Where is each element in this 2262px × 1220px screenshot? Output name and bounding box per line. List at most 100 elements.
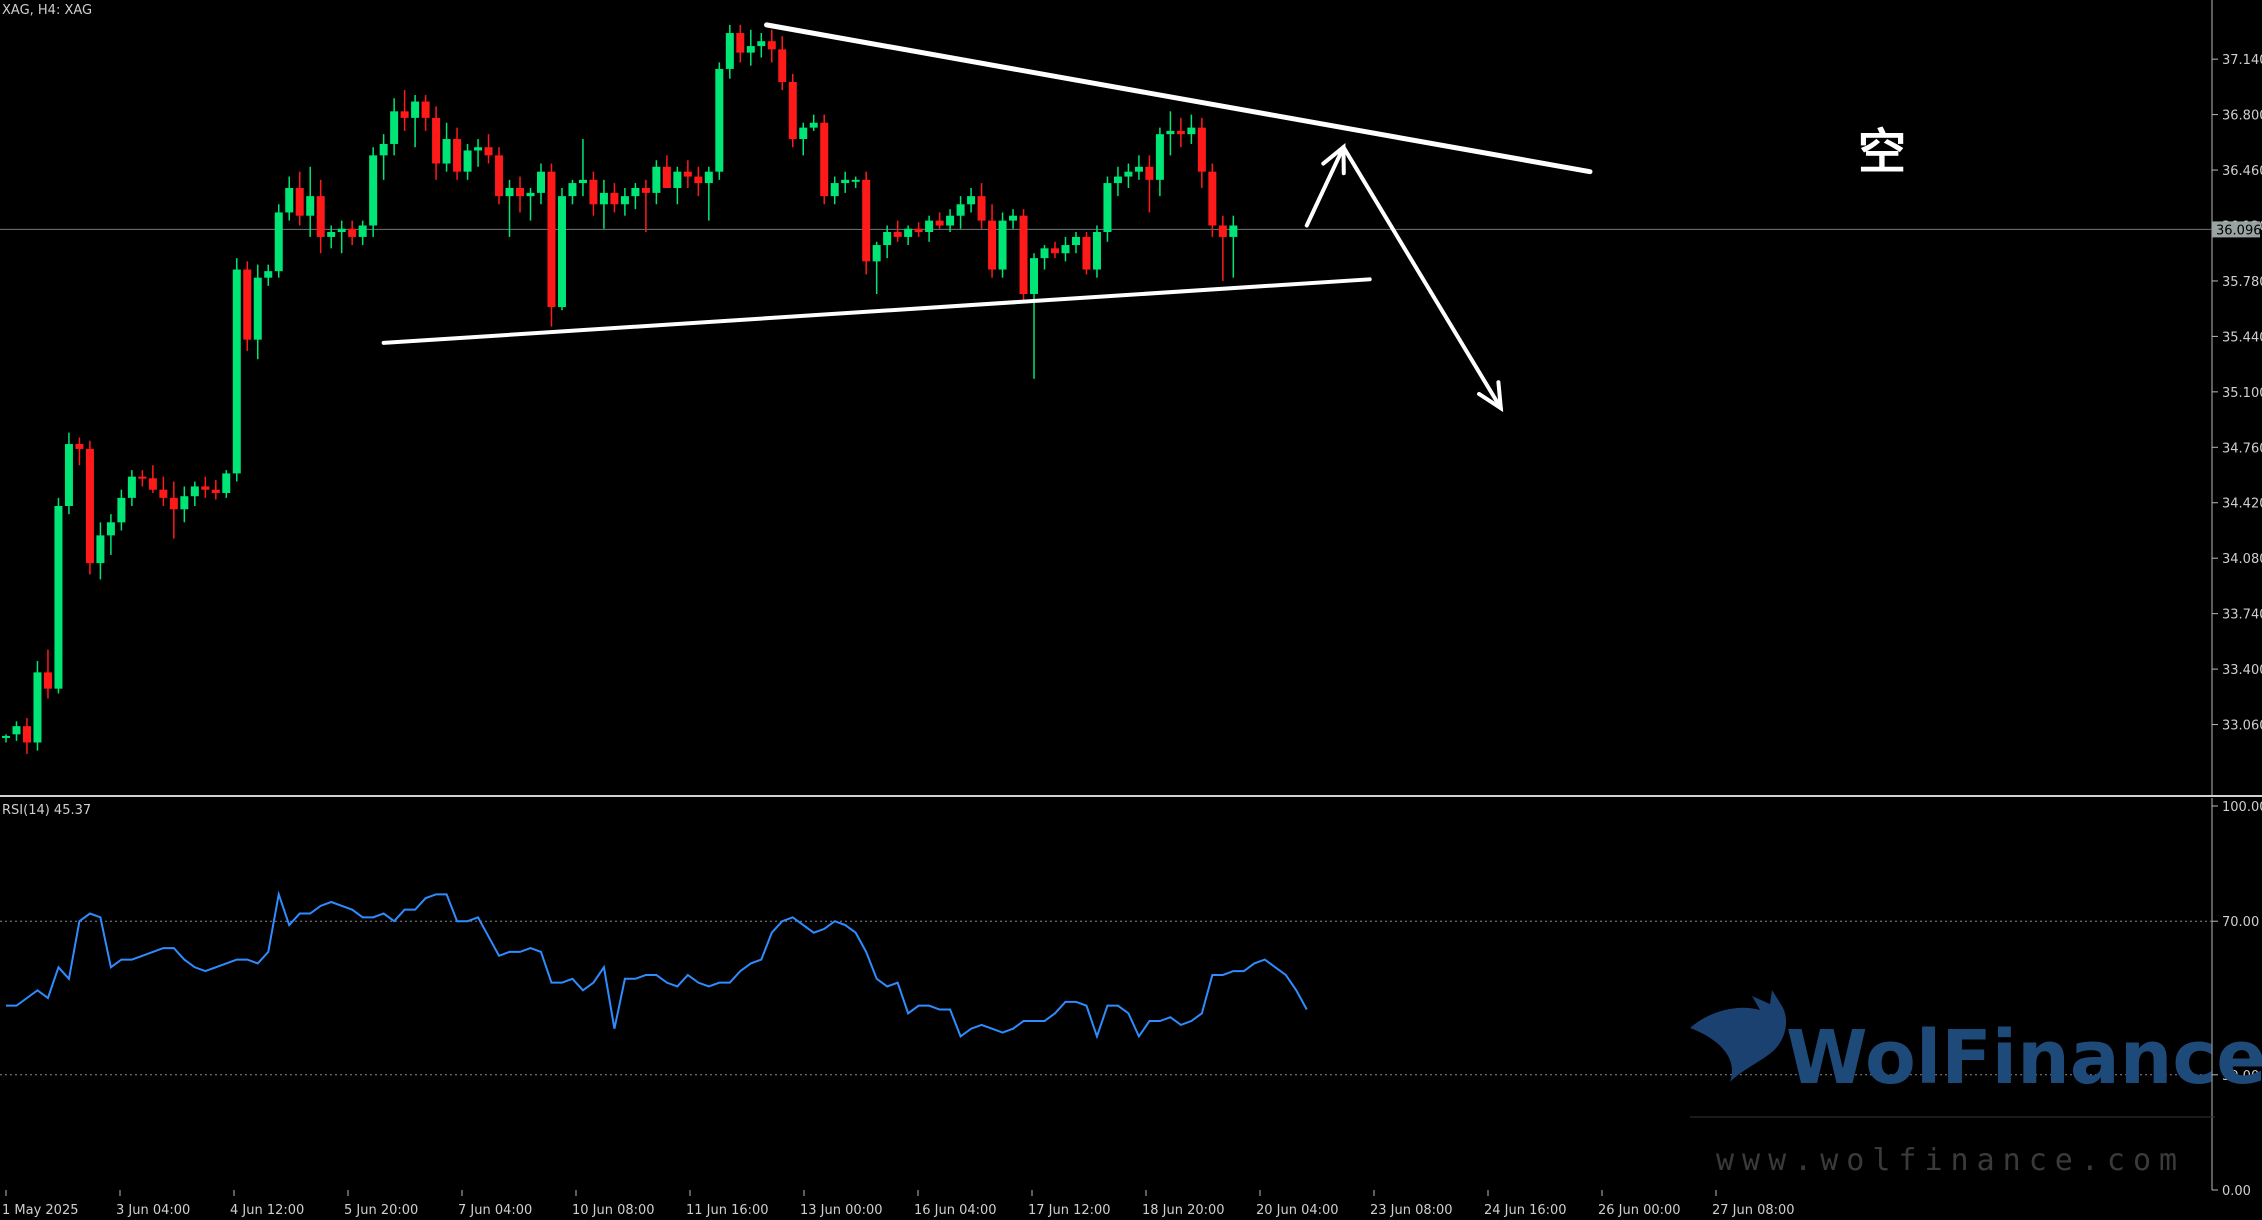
candle [33,660,42,751]
candle-body [201,486,210,490]
candle-body [830,183,839,197]
candle-body [222,473,231,493]
price-tick-label: 35.440 [2222,330,2262,345]
candle [484,134,493,164]
candle [453,127,462,180]
candle [914,222,923,237]
candle [390,98,399,156]
candle-body [736,33,745,53]
candle-body [348,228,357,237]
candle-body [904,228,913,237]
candle [652,160,661,205]
candle [526,187,535,221]
candle [799,122,808,156]
candle-body [925,220,934,233]
candle [54,497,63,694]
candle-body [1082,236,1091,270]
candle [883,225,892,259]
candle [169,481,178,539]
candle-body [274,212,283,272]
candle-body [495,155,504,197]
candle-body [788,81,797,140]
candle-body [432,117,441,164]
candle [117,489,126,531]
candle [631,183,640,210]
candle [348,220,357,246]
candle-body [516,187,525,197]
candle [148,465,157,493]
candle-body [1040,248,1049,259]
candle-body [1155,134,1164,180]
candle-body [421,101,430,118]
time-tick-label: 4 Jun 12:00 [230,1203,304,1218]
candle [1208,163,1217,237]
candle-body [1113,176,1122,184]
candle-body [1208,171,1217,226]
candle-body [43,672,52,689]
candle-body [1166,130,1175,135]
candle-body [694,176,703,184]
candle [1176,117,1185,148]
candle-body [1019,215,1028,294]
candle-body [725,33,734,69]
candle-body [841,179,850,184]
candle [474,139,483,167]
candle [841,171,850,193]
candle [264,264,273,286]
candle [820,114,829,205]
candle [683,160,692,188]
candle-body [683,171,692,177]
candle [43,649,52,699]
candle [641,179,650,233]
candle [851,176,860,188]
candle-body [809,122,818,128]
candle-body [1145,166,1154,180]
candle [1187,114,1196,144]
candle-body [988,220,997,270]
candle-body [652,166,661,193]
candle-body [599,192,608,205]
candle-body [1092,232,1101,270]
candle [547,163,556,327]
candle [694,166,703,197]
candle [736,24,745,63]
candle-body [96,535,105,564]
candle-body [453,139,462,172]
trendline-arrow-up [1304,145,1346,228]
candle-body [1103,183,1112,233]
candle-body [1229,225,1238,237]
price-tick-label: 34.080 [2222,552,2262,567]
candle-body [264,271,273,278]
candle-body [22,726,31,743]
candle [316,179,325,254]
current-price-label: 36.096 [2216,223,2262,238]
candle-body [474,147,483,151]
candle [1103,176,1112,242]
candle [138,470,147,487]
candle-body [620,196,629,205]
candle-body [1009,215,1018,221]
candle-body [631,187,640,197]
candle [12,721,21,741]
candle [190,481,199,507]
candle [232,258,241,482]
candle-body [578,179,587,184]
candle [610,183,619,213]
candle [201,476,210,498]
price-tick-label: 37.140 [2222,53,2262,68]
candle [327,225,336,249]
candle [1218,215,1227,281]
watermark-url: www.wolfinance.com [1716,1143,2185,1178]
candle-body [505,187,514,197]
candle-body [442,139,451,164]
candle [463,143,472,180]
price-tick-label: 36.800 [2222,109,2262,124]
candle-body [704,171,713,184]
candle-body [169,497,178,510]
watermark-brand: WolFinance [1786,1015,2262,1101]
candle-body [1071,236,1080,246]
candle-body [306,196,315,216]
time-axis-ticks: 1 May 2025 3 Jun 04:00 4 Jun 12:00 5 Jun 20… [2,1190,1795,1218]
candle-body [1061,245,1070,254]
candle-body [243,269,252,340]
